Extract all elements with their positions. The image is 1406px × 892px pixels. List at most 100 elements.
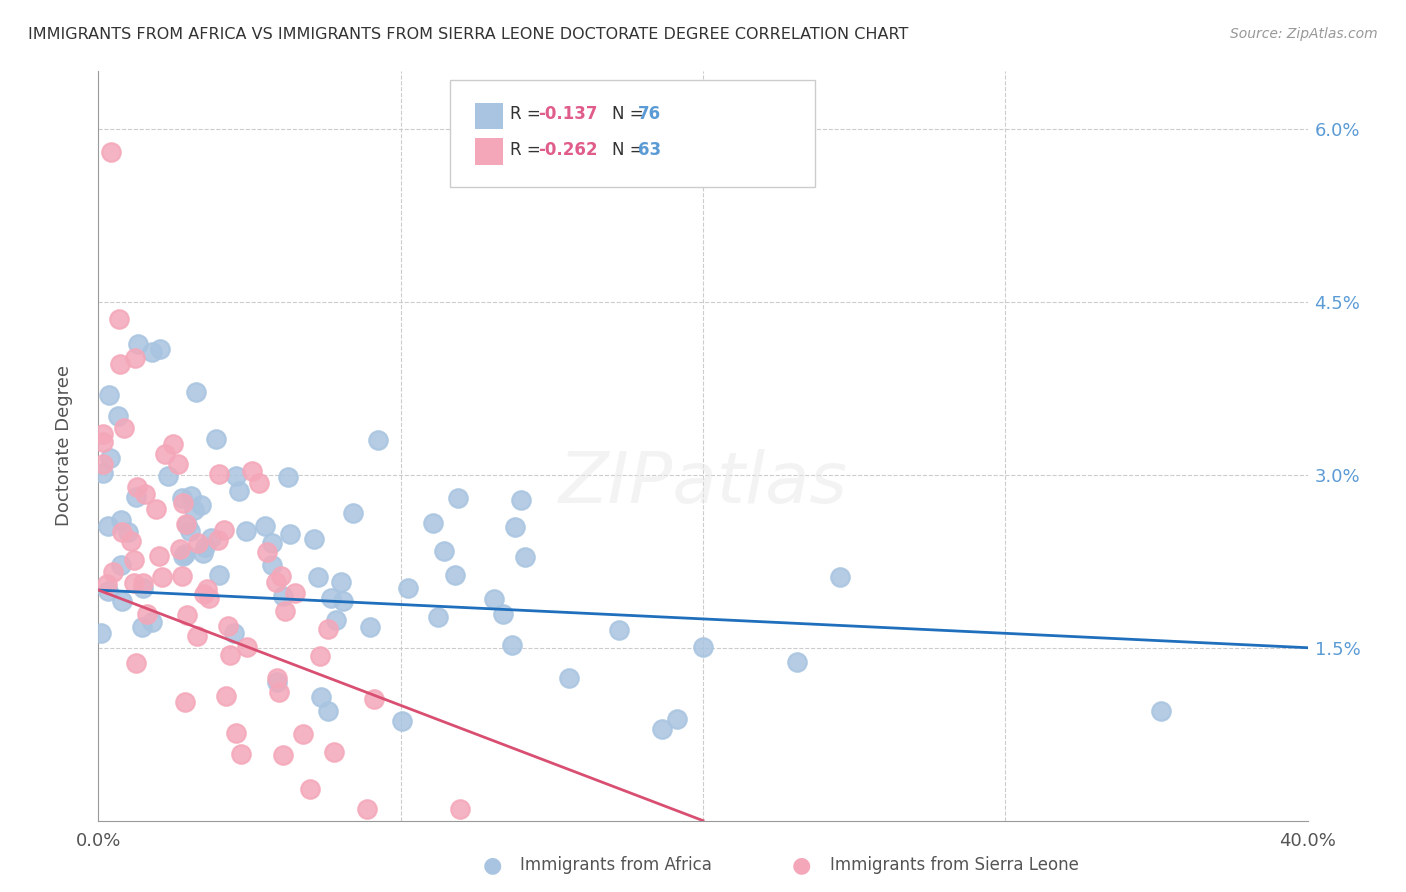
Point — [176, 607, 198, 622]
Point — [97, 519, 120, 533]
Point — [266, 672, 288, 686]
Point — [195, 582, 218, 597]
Point — [155, 447, 177, 461]
Point — [172, 549, 194, 564]
Text: N =: N = — [612, 105, 648, 123]
Point — [149, 343, 172, 357]
Point — [217, 619, 239, 633]
Point — [97, 584, 120, 599]
Point — [427, 609, 450, 624]
Point — [271, 747, 294, 762]
Point — [122, 575, 145, 590]
Point — [98, 388, 121, 402]
Point — [200, 531, 222, 545]
Point — [91, 434, 114, 449]
Point — [180, 489, 202, 503]
Point — [229, 747, 252, 761]
Point — [134, 487, 156, 501]
Point — [786, 655, 808, 669]
Text: R =: R = — [510, 105, 547, 123]
Point — [433, 544, 456, 558]
Point — [103, 566, 125, 580]
Point — [510, 492, 533, 507]
Text: Immigrants from Sierra Leone: Immigrants from Sierra Leone — [830, 856, 1078, 874]
Point — [174, 547, 197, 561]
Point — [93, 467, 115, 481]
Point — [266, 675, 288, 690]
Point — [302, 532, 325, 546]
Point — [124, 351, 146, 365]
Point — [219, 648, 242, 662]
Point — [323, 745, 346, 759]
Point — [307, 570, 329, 584]
Text: N =: N = — [612, 141, 648, 159]
Point — [190, 498, 212, 512]
Point — [273, 590, 295, 604]
Text: 63: 63 — [638, 141, 661, 159]
Point — [422, 516, 444, 530]
Point — [162, 437, 184, 451]
Point — [356, 802, 378, 816]
Point — [292, 727, 315, 741]
Point — [145, 501, 167, 516]
Point — [308, 648, 330, 663]
Point — [179, 524, 201, 538]
Point — [110, 558, 132, 572]
Point — [228, 484, 250, 499]
Point — [169, 541, 191, 556]
Point — [666, 712, 689, 726]
Point — [325, 614, 347, 628]
Text: -0.262: -0.262 — [538, 141, 598, 159]
Point — [141, 344, 163, 359]
Point — [194, 540, 217, 554]
Point — [108, 312, 131, 326]
Point — [391, 714, 413, 728]
Point — [235, 524, 257, 538]
Text: R =: R = — [510, 141, 547, 159]
Point — [298, 782, 321, 797]
Point — [278, 526, 301, 541]
Point — [197, 591, 219, 605]
Text: -0.137: -0.137 — [538, 105, 598, 123]
Point — [482, 592, 505, 607]
Point — [284, 586, 307, 600]
Text: ●: ● — [792, 855, 811, 875]
Point — [117, 524, 139, 539]
Point — [121, 534, 143, 549]
Point — [166, 457, 188, 471]
Point — [396, 581, 419, 595]
Point — [91, 457, 114, 471]
Point — [125, 480, 148, 494]
Point — [173, 695, 195, 709]
Point — [135, 607, 157, 621]
Point — [114, 421, 136, 435]
Text: Immigrants from Africa: Immigrants from Africa — [520, 856, 711, 874]
Point — [319, 591, 342, 605]
Point — [172, 496, 194, 510]
Text: Source: ZipAtlas.com: Source: ZipAtlas.com — [1230, 27, 1378, 41]
Point — [367, 433, 389, 447]
Point — [316, 704, 339, 718]
Point — [204, 432, 226, 446]
Point — [359, 620, 381, 634]
Point — [125, 656, 148, 670]
Text: ●: ● — [482, 855, 502, 875]
Point — [193, 587, 215, 601]
Point — [247, 475, 270, 490]
Point — [176, 517, 198, 532]
Point — [363, 692, 385, 706]
Point — [309, 690, 332, 704]
Point — [503, 520, 526, 534]
Point — [262, 536, 284, 550]
Point — [254, 518, 277, 533]
Point — [260, 558, 283, 572]
Point — [1149, 704, 1171, 718]
Point — [342, 506, 364, 520]
Point — [449, 802, 471, 816]
Point — [256, 544, 278, 558]
Point — [132, 575, 155, 590]
Point — [557, 671, 579, 685]
Point — [124, 553, 146, 567]
Point — [447, 491, 470, 505]
Text: IMMIGRANTS FROM AFRICA VS IMMIGRANTS FROM SIERRA LEONE DOCTORATE DEGREE CORRELAT: IMMIGRANTS FROM AFRICA VS IMMIGRANTS FRO… — [28, 27, 908, 42]
